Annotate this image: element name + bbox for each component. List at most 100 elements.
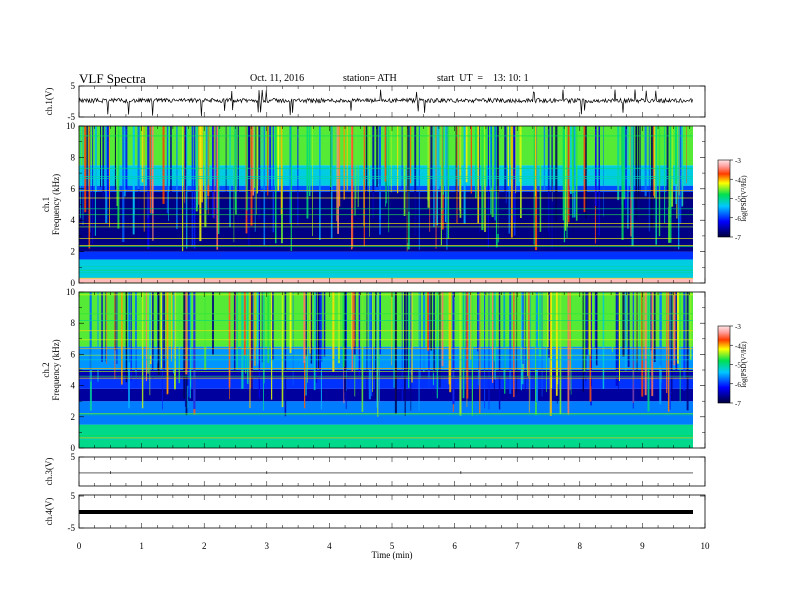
sferic-streak [289,126,291,225]
sferic-streak [277,126,280,191]
sferic-streak [572,126,574,193]
spectrogram-band-2-2 [79,388,693,402]
colorbar-tick-label: -3 [735,157,741,165]
sferic-streak [535,126,536,197]
sferic-streak [469,292,472,360]
colorbar-tick-label: -4 [735,176,741,184]
sferic-streak [466,292,469,399]
sferic-streak [133,126,135,215]
sferic-streak [430,292,432,351]
sferic-streak [548,292,550,358]
sferic-streak [370,292,373,397]
sferic-streak [351,292,354,372]
sferic-streak [386,126,388,204]
narrowband-line [79,377,693,379]
sferic-streak [188,292,191,397]
sferic-streak [162,292,163,410]
sferic-streak [354,126,356,216]
sferic-streak [479,292,481,414]
sferic-streak [661,292,662,383]
sferic-streak [436,126,438,226]
sferic-streak [624,292,627,371]
sferic-streak [651,292,654,397]
sferic-streak [433,292,435,374]
sferic-streak [149,292,152,356]
sferic-streak [658,126,661,237]
sferic-streak [627,126,629,229]
sferic-streak [258,126,261,219]
sferic-streak [508,126,510,234]
narrowband-line [79,135,693,137]
sferic-streak [366,292,368,392]
sferic-streak [379,292,381,355]
sferic-streak [539,292,542,357]
sferic-streak [80,126,81,219]
sferic-streak [216,126,219,250]
sferic-streak [372,292,373,392]
sferic-streak [376,292,378,408]
sferic-streak [527,292,528,377]
sferic-streak [199,126,202,242]
sferic-streak [346,126,348,190]
sferic-streak [650,126,653,229]
sferic-streak [401,126,403,189]
sferic-streak [249,292,251,409]
sferic-streak [441,126,444,230]
sferic-streak [440,126,442,246]
sferic-streak [633,126,635,216]
sferic-streak [494,292,495,362]
sferic-streak [339,126,341,207]
colorbar-tick-label: -5 [735,362,741,370]
sferic-streak [330,126,333,239]
x-tick-label: 10 [701,541,711,551]
sferic-streak [229,292,230,400]
sferic-streak [642,292,643,361]
spectrogram-band-2-4 [79,370,693,378]
sferic-streak [447,126,450,239]
sferic-streak [459,126,462,218]
sferic-streak [147,126,150,250]
sferic-streak [624,126,627,209]
figure-title: VLF Spectra [79,71,146,86]
sferic-streak [147,292,149,374]
sferic-streak [309,292,312,354]
y-tick-label: 0 [71,443,76,453]
y-tick-label: 4 [71,215,76,225]
sferic-streak [135,292,137,357]
sferic-streak [485,126,487,187]
sferic-streak [384,126,387,182]
x-axis-label: Time (min) [372,550,413,560]
sferic-streak [583,126,586,213]
sferic-streak [94,126,96,236]
sferic-streak [267,126,269,196]
sferic-streak [250,126,253,226]
x-tick-label: 1 [139,541,144,551]
sferic-streak [477,292,480,386]
sferic-streak [455,126,458,203]
spectrogram-band-2-1 [79,401,693,425]
sferic-streak [669,292,671,410]
sferic-streak [541,292,543,397]
sferic-streak [312,126,313,236]
sferic-streak [121,292,123,385]
narrowband-line [79,190,693,191]
sferic-streak [546,292,547,393]
sferic-streak [97,292,99,382]
sferic-streak [594,292,597,348]
sferic-streak [178,292,180,384]
sferic-streak [379,126,381,235]
y-tick-label: 10 [66,121,76,131]
sferic-streak [330,126,332,187]
sferic-streak [376,126,378,187]
sferic-streak [475,126,477,199]
sferic-streak [307,292,308,383]
sferic-streak [160,292,163,368]
sferic-streak [323,292,326,357]
sferic-streak [487,126,489,248]
sferic-streak [310,292,313,364]
sferic-streak [403,126,406,216]
sferic-streak [372,126,375,218]
sferic-streak [675,126,678,184]
sferic-streak [569,292,571,390]
sferic-streak [162,126,165,204]
